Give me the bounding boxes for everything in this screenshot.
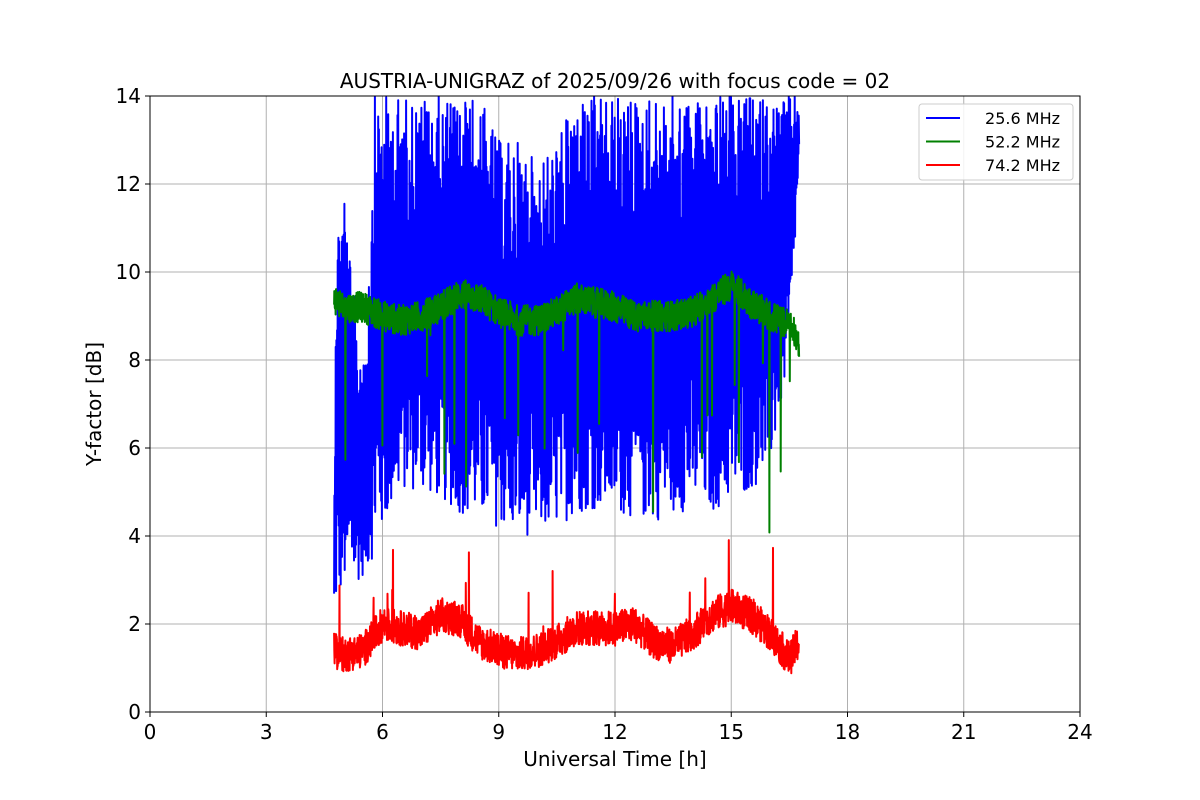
y-tick-label: 0	[128, 700, 141, 724]
series-line-2	[333, 270, 801, 534]
y-tick-label: 2	[128, 612, 141, 636]
x-tick-label: 12	[602, 720, 627, 744]
y-tick-label: 6	[128, 436, 141, 460]
series-line-3	[333, 539, 800, 675]
y-tick-label: 4	[128, 524, 141, 548]
x-tick-label: 21	[951, 720, 976, 744]
y-tick-label: 12	[116, 172, 141, 196]
legend-label-3: 74.2 MHz	[985, 156, 1060, 175]
x-axis: 0 3 6 9 12 15 18 21 24	[144, 712, 1093, 744]
y-tick-label: 10	[116, 260, 141, 284]
x-tick-label: 6	[376, 720, 389, 744]
legend-box	[918, 103, 1074, 181]
x-tick-label: 24	[1067, 720, 1092, 744]
series-line-1	[333, 96, 801, 594]
legend-label-2: 52.2 MHz	[985, 133, 1060, 152]
x-tick-label: 18	[835, 720, 860, 744]
chart-title: AUSTRIA-UNIGRAZ of 2025/09/26 with focus…	[340, 69, 890, 93]
x-tick-label: 15	[719, 720, 744, 744]
legend: 25.6 MHz 52.2 MHz 74.2 MHz	[918, 103, 1074, 181]
y-tick-label: 8	[128, 348, 141, 372]
x-tick-label: 0	[144, 720, 157, 744]
x-axis-label: Universal Time [h]	[523, 747, 706, 771]
legend-label-1: 25.6 MHz	[985, 109, 1060, 128]
x-tick-label: 3	[260, 720, 273, 744]
y-axis-label: Y-factor [dB]	[82, 342, 106, 467]
y-tick-label: 14	[116, 84, 141, 108]
y-axis: 0 2 4 6 8 10 12 14	[116, 84, 150, 724]
x-tick-label: 9	[492, 720, 505, 744]
series-layer	[333, 96, 801, 675]
